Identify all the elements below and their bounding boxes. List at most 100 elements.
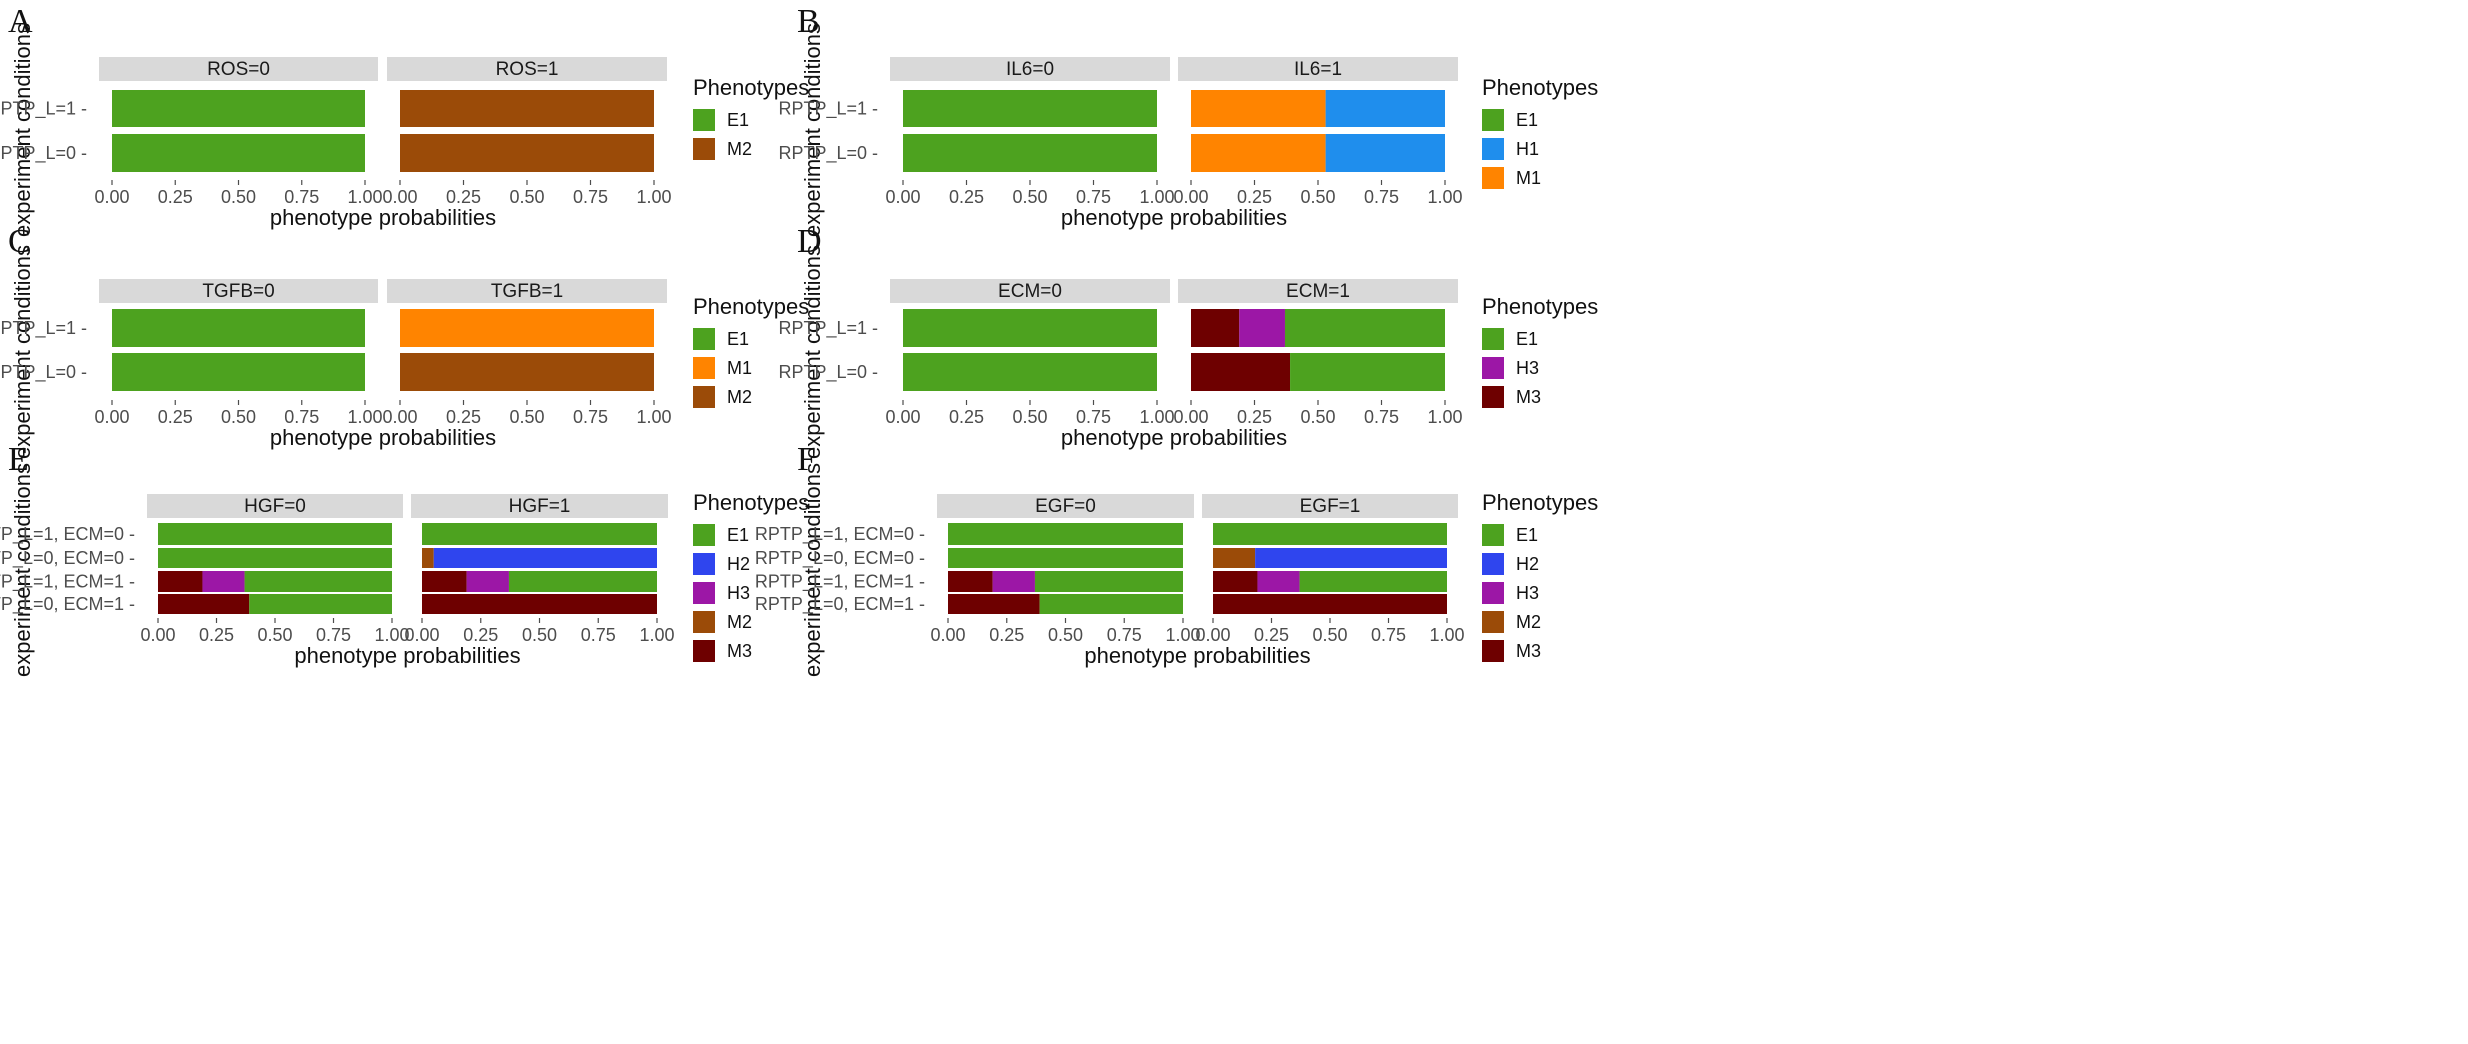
x-tick-label: 0.25 xyxy=(158,407,193,427)
x-tick-label: 0.50 xyxy=(1312,625,1347,645)
x-axis-title: phenotype probabilities xyxy=(270,425,496,450)
x-tick-label: 0.50 xyxy=(1012,187,1047,207)
bar-segment-e1 xyxy=(422,523,657,545)
bar-segment-m3 xyxy=(158,571,203,592)
facet-egf-1: EGF=1 0.00 0.25 0.50 0.75 1.00 xyxy=(1195,494,1465,645)
facet-strip-label: IL6=1 xyxy=(1294,59,1342,80)
legend-swatch-m1 xyxy=(693,357,715,379)
facet-strip xyxy=(890,57,1170,81)
y-tick-label: RPTP_L=1 - xyxy=(778,99,878,120)
legend-label: E1 xyxy=(1516,110,1538,130)
x-tick-label: 1.00 xyxy=(1427,187,1462,207)
x-tick-label: 0.25 xyxy=(1237,407,1272,427)
legend-label: E1 xyxy=(727,525,749,545)
x-tick-label: 0.00 xyxy=(382,187,417,207)
bar-segment-m2 xyxy=(422,548,434,568)
bar-segment-h3 xyxy=(1239,309,1285,347)
facet-strip xyxy=(937,494,1194,518)
x-tick-label: 0.50 xyxy=(221,407,256,427)
bar-segment-e1 xyxy=(112,353,365,391)
bar-segment-e1 xyxy=(1039,594,1183,614)
bar-segment-h1 xyxy=(1325,134,1445,172)
bar-segment-m2 xyxy=(400,90,654,127)
x-tick-label: 0.00 xyxy=(1173,187,1208,207)
x-tick-label: 0.00 xyxy=(404,625,439,645)
x-tick-label: 0.25 xyxy=(463,625,498,645)
facet-strip xyxy=(387,57,667,81)
y-axis-title: experiment conditions xyxy=(10,23,35,237)
y-tick-label: RPTP_L=0 - xyxy=(778,143,878,164)
bar-segment-e1 xyxy=(508,571,657,592)
bar-segment-m2 xyxy=(1213,548,1256,568)
bar-segment-e1 xyxy=(244,571,392,592)
x-tick-label: 1.00 xyxy=(347,407,382,427)
x-tick-label: 0.50 xyxy=(1012,407,1047,427)
facet-hgf-1: HGF=1 0.00 0.25 0.50 0.75 1.00 xyxy=(404,494,675,645)
legend-swatch-m3 xyxy=(1482,640,1504,662)
legend-swatch-m3 xyxy=(693,640,715,662)
bar-segment-m3 xyxy=(1191,353,1291,391)
legend-label: H3 xyxy=(727,583,750,603)
facet-strip-label: HGF=1 xyxy=(509,496,571,517)
x-tick-label: 0.50 xyxy=(1300,407,1335,427)
x-tick-label: 0.50 xyxy=(522,625,557,645)
facet-strip xyxy=(99,57,378,81)
bar-segment-h2 xyxy=(1255,548,1447,568)
bar-segment-m3 xyxy=(422,594,657,614)
legend-label: M3 xyxy=(727,641,752,661)
bar-segment-e1 xyxy=(948,548,1183,568)
bar-segment-m3 xyxy=(948,571,993,592)
y-tick-label: RPTP_L=1 - xyxy=(0,99,87,120)
x-tick-label: 0.25 xyxy=(949,187,984,207)
legend-label: H3 xyxy=(1516,583,1539,603)
x-tick-label: 0.50 xyxy=(221,187,256,207)
legend-swatch-m2 xyxy=(1482,611,1504,633)
legend: Phenotypes E1 H2 H3 M2 M3 xyxy=(693,490,809,662)
x-tick-label: 1.00 xyxy=(639,625,674,645)
bar-segment-e1 xyxy=(158,523,392,545)
legend-swatch-h1 xyxy=(1482,138,1504,160)
x-tick-label: 1.00 xyxy=(1165,625,1200,645)
legend-swatch-m2 xyxy=(693,611,715,633)
bar-segment-e1 xyxy=(1034,571,1183,592)
legend-label: M2 xyxy=(1516,612,1541,632)
facet-strip-label: EGF=0 xyxy=(1035,496,1096,517)
x-tick-label: 0.25 xyxy=(989,625,1024,645)
x-tick-label: 0.00 xyxy=(885,187,920,207)
bar-segment-e1 xyxy=(903,134,1157,172)
x-tick-label: 1.00 xyxy=(636,187,671,207)
legend-label: M3 xyxy=(1516,641,1541,661)
legend: Phenotypes E1 H1 M1 xyxy=(1482,75,1598,189)
legend-label: E1 xyxy=(1516,525,1538,545)
legend-label: H3 xyxy=(1516,358,1539,378)
x-axis-title: phenotype probabilities xyxy=(270,205,496,230)
bar-segment-e1 xyxy=(112,134,365,172)
legend-title: Phenotypes xyxy=(1482,294,1598,319)
legend-swatch-h3 xyxy=(693,582,715,604)
bar-segment-e1 xyxy=(1213,523,1447,545)
x-tick-label: 0.25 xyxy=(199,625,234,645)
bar-segment-m1 xyxy=(400,309,654,347)
x-tick-label: 0.00 xyxy=(1173,407,1208,427)
bar-segment-m2 xyxy=(400,134,654,172)
facet-strip xyxy=(1178,57,1458,81)
legend-swatch-m2 xyxy=(693,386,715,408)
x-tick-label: 1.00 xyxy=(374,625,409,645)
x-tick-label: 0.00 xyxy=(930,625,965,645)
x-tick-label: 0.75 xyxy=(1107,625,1142,645)
x-tick-label: 0.75 xyxy=(581,625,616,645)
legend-swatch-e1 xyxy=(1482,328,1504,350)
bar-segment-h1 xyxy=(1325,90,1445,127)
facet-strip xyxy=(1178,279,1458,303)
bar-segment-e1 xyxy=(1284,309,1445,347)
legend: Phenotypes E1 H2 H3 M2 M3 xyxy=(1482,490,1598,662)
y-tick-label: RPTP_L=0 - xyxy=(778,362,878,383)
legend: Phenotypes E1 M2 xyxy=(693,75,809,160)
facet-strip-label: TGFB=0 xyxy=(202,281,274,302)
legend-swatch-h3 xyxy=(1482,582,1504,604)
